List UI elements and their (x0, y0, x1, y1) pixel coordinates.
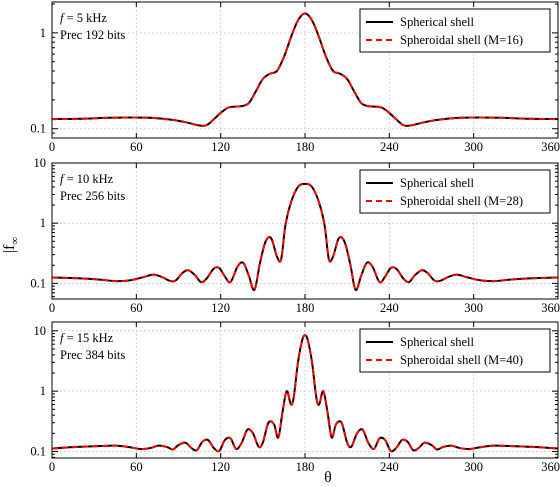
x-tick-label-3-2: 120 (211, 460, 230, 474)
frequency-label-3: f = 15 kHz (60, 331, 114, 345)
x-tick-label-1-5: 300 (464, 140, 483, 154)
precision-label-1: Prec 192 bits (60, 28, 125, 42)
x-tick-label-2-5: 300 (464, 301, 483, 315)
y-tick-label-2-2: 10 (34, 156, 47, 170)
y-tick-label-2-1: 1 (40, 216, 46, 230)
frequency-label-2: f = 10 kHz (60, 172, 114, 186)
x-tick-label-2-6: 360 (541, 301, 560, 315)
x-tick-label-3-6: 360 (541, 460, 560, 474)
x-tick-label-1-4: 240 (380, 140, 399, 154)
legend-label-1-spheroidal: Spheroidal shell (M=16) (400, 33, 523, 47)
x-tick-label-1-6: 360 (541, 140, 560, 154)
frequency-variable-2: f (60, 172, 65, 186)
plot-frame-1 (51, 1, 559, 139)
y-tick-label-1-0: 0.1 (30, 122, 46, 136)
legend-box-1 (359, 8, 551, 53)
x-tick-label-2-2: 120 (211, 301, 230, 315)
frequency-variable-3: f (60, 331, 65, 345)
x-axis-title: θ (324, 469, 332, 486)
legend-label-1-spherical: Spherical shell (400, 15, 474, 29)
frequency-label-1: f = 5 kHz (60, 11, 107, 25)
legend-label-3-spherical: Spherical shell (400, 335, 474, 349)
y-tick-label-3-1: 1 (40, 384, 46, 398)
frequency-value-2: = 10 kHz (63, 172, 113, 186)
chart-panel-3: 0 60 120 180 240 300 360 0.1 1 10 f = 15 kHz Prec 3… (30, 321, 560, 474)
x-tick-label-3-0: 0 (49, 460, 55, 474)
frequency-value-3: = 15 kHz (63, 331, 113, 345)
frequency-value-1: = 5 kHz (63, 11, 107, 25)
x-tick-label-1-0: 0 (49, 140, 55, 154)
y-axis-title-subscript: ∞ (9, 237, 21, 245)
x-tick-label-1-3: 180 (296, 140, 315, 154)
y-tick-label-3-0: 0.1 (30, 444, 46, 458)
x-tick-label-2-0: 0 (49, 301, 55, 315)
series-line-3-spheroidal (52, 334, 558, 453)
x-tick-label-3-1: 60 (130, 460, 143, 474)
legend-box-2 (359, 169, 551, 214)
frequency-variable-1: f (60, 11, 65, 25)
plot-frame-3 (51, 321, 559, 459)
y-tick-label-2-0: 0.1 (30, 276, 46, 290)
y-axis-title: |f∞ (1, 237, 21, 254)
series-line-2-spherical (52, 182, 558, 292)
legend-box-3 (359, 328, 551, 373)
chart-panel-2: 0 60 120 180 240 300 360 0.1 1 10 f = 10 kHz Prec 2… (30, 156, 560, 315)
legend-label-2-spheroidal: Spheroidal shell (M=28) (400, 194, 523, 208)
legend-label-3-spheroidal: Spheroidal shell (M=40) (400, 353, 523, 367)
x-tick-label-3-3: 180 (296, 460, 315, 474)
plot-frame-2 (51, 162, 559, 300)
x-tick-label-1-1: 60 (130, 140, 143, 154)
series-line-1-spheroidal (52, 12, 558, 127)
x-tick-label-2-4: 240 (380, 301, 399, 315)
x-tick-label-1-2: 120 (211, 140, 230, 154)
legend-label-2-spherical: Spherical shell (400, 176, 474, 190)
y-axis-title-main: |f (1, 244, 18, 253)
precision-label-2: Prec 256 bits (60, 189, 125, 203)
x-tick-label-2-1: 60 (130, 301, 143, 315)
y-tick-label-3-2: 10 (34, 324, 47, 338)
x-tick-label-3-5: 300 (464, 460, 483, 474)
x-tick-label-2-3: 180 (296, 301, 315, 315)
y-tick-label-1-1: 1 (40, 26, 46, 40)
precision-label-3: Prec 384 bits (60, 348, 125, 362)
x-tick-label-3-4: 240 (380, 460, 399, 474)
